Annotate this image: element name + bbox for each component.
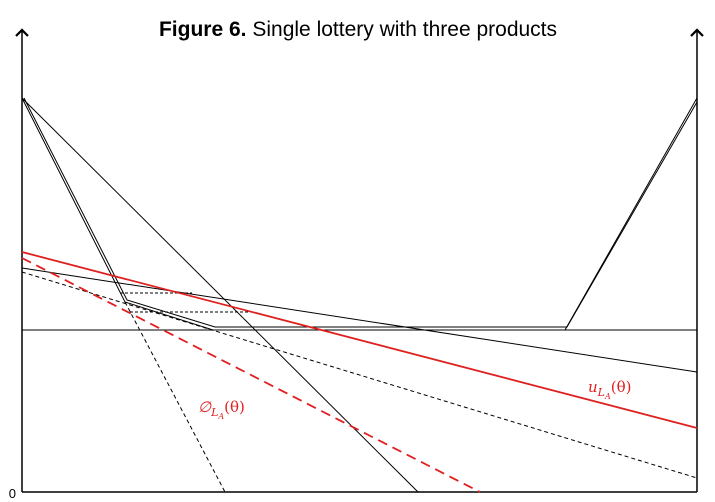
figure-number: Figure 6. xyxy=(159,18,247,41)
symbol: ∅ xyxy=(198,398,212,416)
curves xyxy=(21,97,698,493)
subsubscript: A xyxy=(604,392,611,401)
phi-label: ∅LA(θ) xyxy=(198,398,245,421)
argument: (θ) xyxy=(224,398,245,416)
symbol: u xyxy=(588,378,598,396)
subsubscript: A xyxy=(217,412,224,421)
title-text: Single lottery with three products xyxy=(252,18,557,41)
figure-title: Figure 6. Single lottery with three prod… xyxy=(159,18,557,41)
subscript: L xyxy=(210,406,218,419)
red-curves xyxy=(21,251,698,493)
origin-label: 0 xyxy=(9,486,16,501)
argument: (θ) xyxy=(611,378,632,396)
axes xyxy=(15,28,704,493)
u-label: uLA(θ) xyxy=(588,378,632,401)
subscript: L xyxy=(597,386,605,399)
